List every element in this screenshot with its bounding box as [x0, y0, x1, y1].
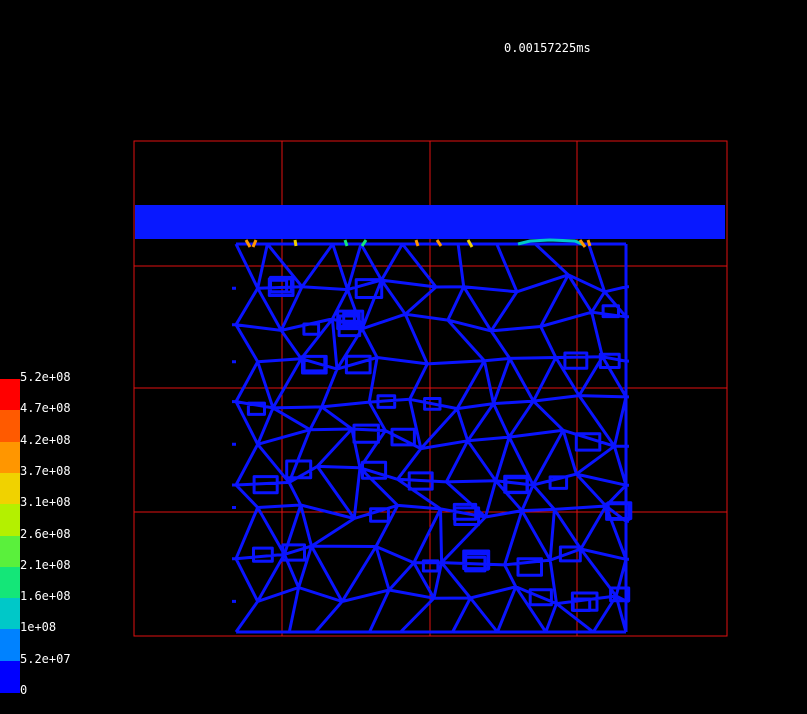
foam-mesh: [232, 242, 633, 634]
legend-swatch: [0, 410, 20, 443]
contact-stress-marks: [244, 238, 592, 248]
legend-label: 5.2e+08: [20, 370, 71, 384]
stress-mark: [244, 239, 258, 248]
stress-mark: [578, 239, 592, 248]
simulation-time: 0.00157225ms: [504, 41, 591, 55]
foam-cell-walls: [234, 242, 633, 634]
stress-mark: [414, 239, 443, 247]
legend-label: 3.1e+08: [20, 495, 71, 510]
legend-swatch: [0, 379, 20, 411]
legend-label: 1.6e+08: [20, 589, 71, 604]
stress-mark: [293, 239, 298, 247]
legend-label: 4.2e+08: [20, 432, 71, 447]
stress-mark: [466, 239, 474, 248]
legend-label: 1e+08: [20, 620, 57, 635]
legend-swatch: [0, 629, 20, 662]
legend-swatch: [0, 598, 20, 631]
legend-label: 5.2e+07: [20, 651, 71, 666]
legend-swatch: [0, 660, 20, 693]
legend-label: 3.7e+08: [20, 463, 71, 478]
legend-swatch: [0, 441, 20, 474]
legend-swatch: [0, 504, 20, 537]
legend-swatch: [0, 472, 20, 505]
legend-label: 4.7e+08: [20, 401, 71, 416]
stress-mark: [343, 239, 368, 247]
compression-plate: [135, 205, 725, 239]
legend-label: 2.6e+08: [20, 526, 71, 541]
legend-swatch: [0, 535, 20, 568]
stress-mark: [517, 238, 585, 247]
foam-edge-stubs: [232, 285, 629, 603]
legend-label: 0: [20, 683, 28, 697]
legend-label: 2.1e+08: [20, 557, 71, 572]
legend-swatch: [0, 566, 20, 599]
